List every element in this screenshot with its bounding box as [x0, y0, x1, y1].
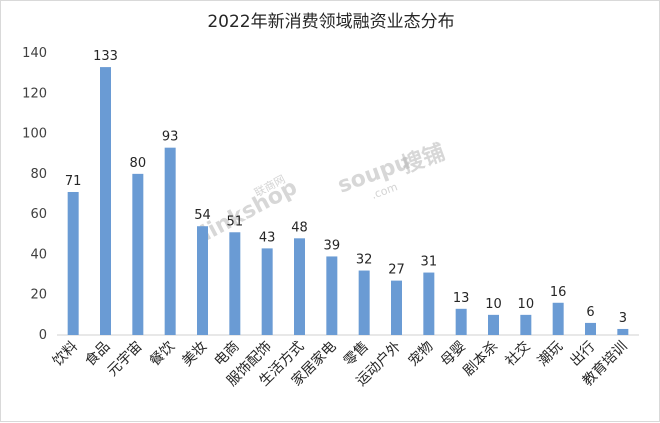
y-tick-label: 20: [30, 288, 47, 303]
bar: [132, 173, 144, 335]
category-label: 元宇宙: [105, 339, 146, 380]
bar: [261, 248, 273, 335]
category-label: 宠物: [406, 339, 437, 370]
category-label: 饮料: [50, 339, 81, 370]
data-label: 133: [93, 49, 118, 64]
bars-layer: [67, 67, 629, 335]
data-label: 39: [324, 238, 341, 253]
y-tick-label: 0: [39, 328, 47, 343]
bar: [197, 226, 208, 335]
y-tick-label: 60: [30, 207, 47, 222]
category-label: 潮玩: [535, 339, 566, 370]
y-tick-label: 80: [30, 167, 47, 182]
bar: [488, 314, 499, 335]
y-tick-label: 100: [22, 127, 47, 142]
category-label: 餐饮: [147, 339, 178, 370]
category-label: 剧本杀: [460, 339, 501, 380]
bar: [552, 302, 564, 335]
y-tick-label: 120: [22, 86, 47, 101]
bar: [100, 67, 111, 335]
data-label: 13: [453, 291, 470, 306]
chart-title: 2022年新消费领域融资业态分布: [207, 12, 454, 32]
bar: [585, 322, 596, 335]
data-label: 27: [388, 263, 405, 278]
data-label: 32: [356, 253, 373, 268]
bar: [358, 270, 370, 335]
data-label: 3: [619, 311, 627, 326]
watermark-layer: linkshop 联商网 soupu 搜铺 .com: [197, 139, 448, 246]
y-tick-label: 140: [22, 46, 47, 61]
data-label: 48: [291, 220, 308, 235]
category-label: 社交: [502, 338, 534, 370]
bar: [455, 308, 467, 335]
data-label: 43: [259, 230, 276, 245]
data-label: 54: [194, 208, 211, 223]
bar: [391, 280, 402, 335]
category-label: 美妆: [179, 339, 210, 370]
bar: [520, 314, 532, 335]
data-label: 51: [227, 214, 244, 229]
linkshop-watermark: linkshop: [197, 175, 301, 246]
soupu-watermark-cn: 搜铺: [398, 139, 448, 178]
y-tick-label: 40: [30, 247, 47, 262]
bar: [423, 272, 435, 335]
data-label: 10: [518, 297, 535, 312]
data-label: 80: [130, 156, 147, 171]
data-label: 93: [162, 130, 179, 145]
data-label: 16: [550, 285, 567, 300]
bar: [326, 256, 338, 335]
bar: [229, 232, 241, 335]
bar: [294, 238, 305, 335]
data-labels-layer: 71 133 80 93 54 51 43 48 39 32 27 31 13 10 10 16 6 3: [65, 49, 627, 326]
data-label: 71: [65, 174, 82, 189]
data-label: 10: [485, 297, 502, 312]
data-label: 6: [586, 305, 594, 320]
bar: [67, 191, 79, 335]
axis-layer: 0 20 40 60 80 100 120 140: [22, 46, 639, 343]
bar: [617, 328, 629, 335]
bar: [164, 147, 176, 335]
data-label: 31: [421, 255, 438, 270]
